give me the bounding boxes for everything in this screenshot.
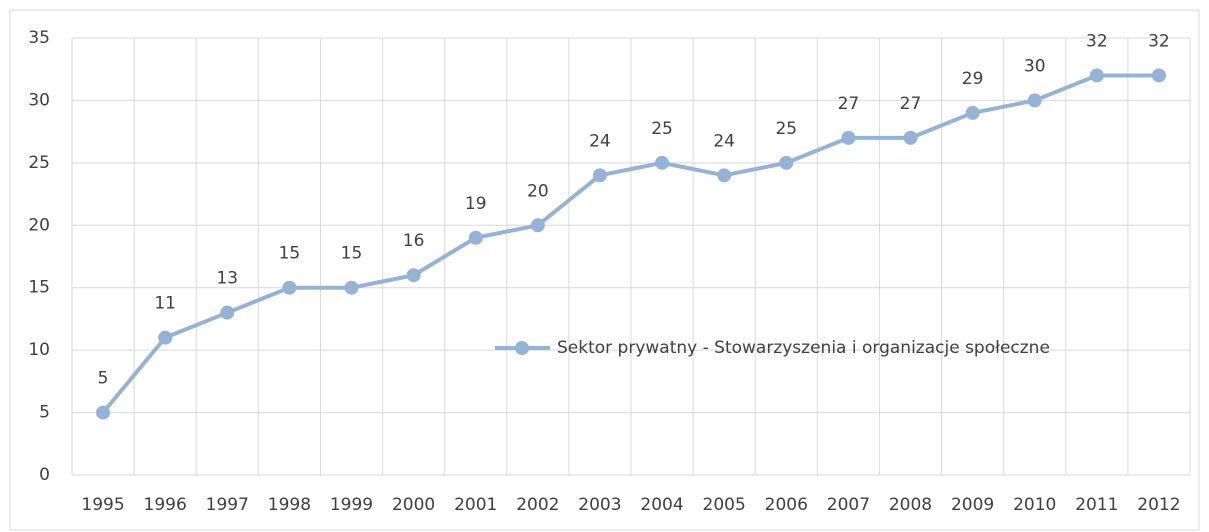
point xyxy=(344,280,359,295)
x-tick-label: 2000 xyxy=(392,495,435,515)
x-tick-label: 2007 xyxy=(827,495,870,515)
point xyxy=(282,280,297,295)
x-tick-label: 2008 xyxy=(889,495,932,515)
x-tick-label: 1997 xyxy=(206,495,249,515)
y-tick-label: 20 xyxy=(28,215,50,235)
point xyxy=(96,405,111,420)
y-tick-label: 0 xyxy=(39,465,50,485)
data-label: 19 xyxy=(465,194,487,214)
x-tick-label: 1996 xyxy=(144,495,187,515)
point xyxy=(965,105,980,120)
series-line xyxy=(101,73,1159,414)
x-tick-label: 2005 xyxy=(703,495,746,515)
point xyxy=(655,155,670,170)
x-tick-label: 2011 xyxy=(1075,495,1118,515)
data-label: 32 xyxy=(1086,31,1108,51)
data-label: 30 xyxy=(1024,56,1046,76)
y-tick-label: 35 xyxy=(28,28,50,48)
x-tick-label: 2012 xyxy=(1137,495,1180,515)
point xyxy=(220,305,235,320)
point xyxy=(717,168,732,183)
x-tick-label: 2010 xyxy=(1013,495,1056,515)
x-tick-label: 2009 xyxy=(951,495,994,515)
point xyxy=(1151,68,1166,83)
data-label: 20 xyxy=(527,181,549,201)
data-label: 5 xyxy=(98,369,109,389)
x-tick-label: 2004 xyxy=(640,495,683,515)
point xyxy=(592,168,607,183)
data-label: 25 xyxy=(775,119,797,139)
point xyxy=(1089,68,1104,83)
chart-border xyxy=(9,9,1200,531)
x-tick-label: 1995 xyxy=(81,495,124,515)
data-label: 24 xyxy=(713,131,735,151)
data-label: 15 xyxy=(341,244,363,264)
point xyxy=(779,155,794,170)
x-tick-label: 1998 xyxy=(268,495,311,515)
data-label: 16 xyxy=(403,231,425,251)
x-tick-label: 1999 xyxy=(330,495,373,515)
data-label: 24 xyxy=(589,131,611,151)
y-tick-label: 25 xyxy=(28,153,50,173)
data-label: 32 xyxy=(1148,31,1170,51)
x-tick-label: 2003 xyxy=(578,495,621,515)
data-label: 29 xyxy=(962,69,984,89)
x-tick-label: 2006 xyxy=(765,495,808,515)
data-label: 27 xyxy=(838,94,860,114)
data-label: 27 xyxy=(900,94,922,114)
legend-label: Sektor prywatny - Stowarzyszenia i organ… xyxy=(557,338,1050,358)
point xyxy=(406,268,421,283)
data-label: 13 xyxy=(216,269,238,289)
legend-marker xyxy=(515,341,529,355)
point xyxy=(530,218,545,233)
point xyxy=(903,130,918,145)
point xyxy=(1027,93,1042,108)
x-tick-label: 2001 xyxy=(454,495,497,515)
point xyxy=(158,330,173,345)
x-tick-label: 2002 xyxy=(516,495,559,515)
y-tick-label: 10 xyxy=(28,340,50,360)
data-label: 11 xyxy=(154,294,176,314)
point xyxy=(841,130,856,145)
data-label: 15 xyxy=(279,244,301,264)
data-label: 25 xyxy=(651,119,673,139)
y-tick-label: 5 xyxy=(39,403,50,423)
y-tick-label: 15 xyxy=(28,278,50,298)
point xyxy=(468,230,483,245)
y-tick-label: 30 xyxy=(28,90,50,110)
